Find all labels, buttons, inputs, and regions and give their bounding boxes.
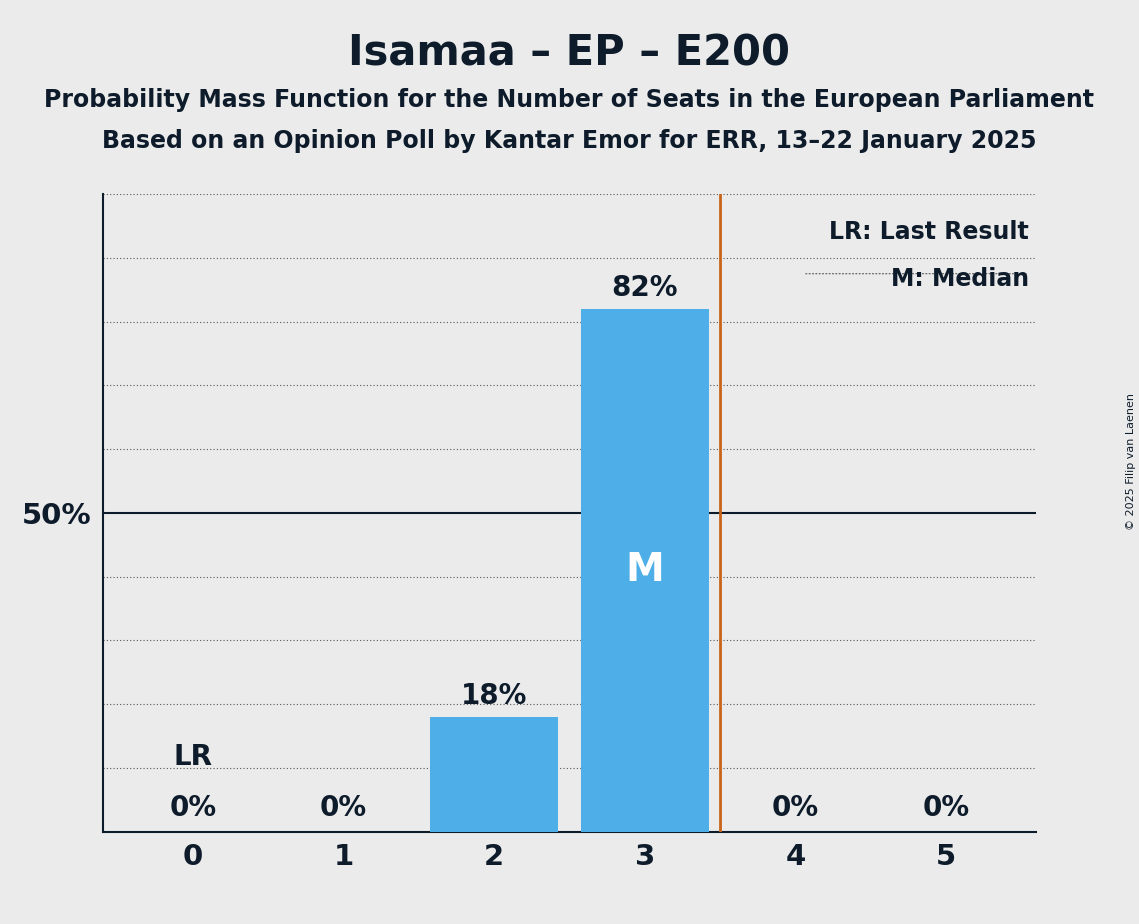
- Text: 0%: 0%: [923, 794, 969, 822]
- Text: 18%: 18%: [461, 683, 527, 711]
- Text: 0%: 0%: [772, 794, 819, 822]
- Text: LR: Last Result: LR: Last Result: [829, 220, 1029, 244]
- Text: Probability Mass Function for the Number of Seats in the European Parliament: Probability Mass Function for the Number…: [44, 88, 1095, 112]
- Text: M: M: [625, 552, 664, 590]
- Bar: [431, 717, 558, 832]
- Bar: [581, 309, 708, 832]
- Text: 82%: 82%: [612, 274, 678, 302]
- Text: © 2025 Filip van Laenen: © 2025 Filip van Laenen: [1126, 394, 1136, 530]
- Text: M: Median: M: Median: [891, 267, 1029, 291]
- Text: 0%: 0%: [320, 794, 367, 822]
- Text: 0%: 0%: [170, 794, 216, 822]
- Text: LR: LR: [173, 743, 212, 771]
- Text: Based on an Opinion Poll by Kantar Emor for ERR, 13–22 January 2025: Based on an Opinion Poll by Kantar Emor …: [103, 129, 1036, 153]
- Text: Isamaa – EP – E200: Isamaa – EP – E200: [349, 32, 790, 74]
